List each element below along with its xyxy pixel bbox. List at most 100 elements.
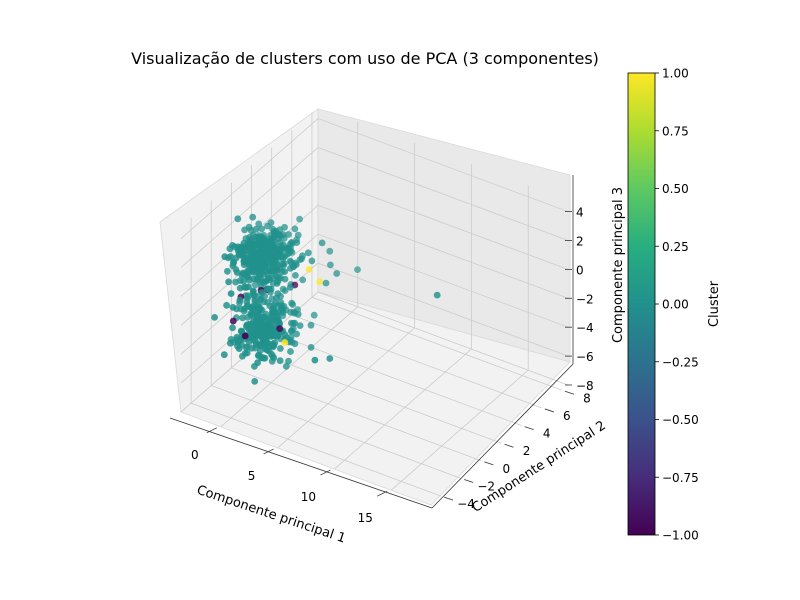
scatter-point (262, 255, 270, 263)
scatter-point (291, 319, 299, 327)
colorbar-ticks: −1.00 −0.75 −0.50 −0.25 0.00 0.25 0.50 0.75 1.00 (655, 67, 699, 543)
scatter-point (316, 278, 324, 286)
scatter-point (294, 310, 302, 318)
x-axis-label: Componente principal 1 (195, 483, 348, 547)
scatter-point (287, 264, 294, 272)
scatter-point (333, 270, 341, 277)
scatter-point (308, 257, 316, 265)
scatter-point (238, 328, 246, 335)
z-tick-label: −6 (576, 350, 594, 364)
scatter-point (299, 252, 306, 260)
x-axis-line (169, 417, 433, 509)
scatter-point (256, 259, 263, 267)
colorbar-tick-label: 0.50 (662, 182, 689, 196)
scatter-point (251, 378, 259, 385)
scatter-point (257, 305, 264, 313)
scatter-point (239, 314, 247, 322)
y-tick (484, 461, 494, 466)
scatter-point (246, 236, 254, 244)
scatter-point (254, 359, 261, 367)
scatter-point (238, 271, 246, 279)
y-tick (443, 496, 454, 501)
axis-lines (169, 175, 574, 509)
y-tick-label: 8 (583, 391, 591, 405)
scatter-point (252, 340, 260, 348)
colorbar-label: Cluster (707, 280, 722, 327)
colorbar-tick-label: −0.25 (662, 355, 699, 369)
scatter-point (326, 247, 334, 255)
scatter-point (281, 268, 289, 275)
scatter-point (276, 253, 283, 261)
scatter-point (275, 317, 283, 325)
scatter-point (288, 239, 295, 246)
grid-line (180, 118, 569, 239)
scatter-point (286, 257, 294, 265)
scatter-point (236, 277, 244, 284)
y-tick-label: 6 (563, 409, 571, 423)
scatter-point (293, 330, 300, 338)
scatter-point (293, 239, 301, 247)
y-tick-label: −4 (457, 497, 475, 511)
colorbar-tick-label: −0.75 (662, 471, 699, 485)
scatter-point (255, 320, 263, 328)
scatter-point (281, 339, 289, 346)
scatter-point (280, 262, 287, 269)
scatter-point (239, 243, 247, 251)
scatter-point (310, 311, 318, 319)
scatter-point (244, 343, 251, 351)
y-tick-label: 2 (523, 444, 531, 458)
chart-title: Visualização de clusters com uso de PCA … (131, 49, 599, 68)
scatter-point (249, 254, 256, 262)
scatter-point (287, 348, 294, 355)
scatter-point (322, 279, 330, 287)
scatter-point (274, 290, 282, 297)
scatter-point (274, 332, 282, 339)
scatter-point (285, 357, 292, 365)
scatter-point (288, 299, 296, 307)
scatter-point (258, 225, 266, 233)
scatter-point (255, 220, 263, 228)
scatter-point (229, 324, 236, 332)
scatter-point (247, 320, 255, 328)
scatter-point (267, 317, 275, 324)
scatter-point (245, 338, 253, 346)
scatter-point (304, 249, 312, 257)
scatter-point (249, 259, 257, 267)
grid-line (180, 291, 569, 413)
scatter-point (270, 308, 278, 316)
grid-line (180, 204, 569, 326)
scatter-point (268, 357, 276, 365)
x-tick (320, 469, 331, 476)
y-tick-label: 4 (543, 427, 551, 441)
scatter-point (299, 276, 307, 284)
scatter-point (235, 345, 243, 352)
scatter-point (269, 342, 276, 349)
z-tick-label: −4 (576, 321, 594, 335)
colorbar-tick-label: 0.75 (662, 124, 689, 138)
scatter-point (227, 253, 235, 261)
z-tick-label: 4 (576, 206, 584, 220)
scatter-point (258, 250, 266, 258)
scatter-point (291, 225, 299, 233)
scatter-point (237, 305, 245, 313)
scatter-point (318, 239, 326, 247)
scatter-point (249, 330, 257, 337)
scatter-point (231, 243, 239, 251)
scatter-point (234, 215, 242, 223)
scatter-point (291, 340, 299, 348)
scatter-point (277, 299, 285, 306)
y-axis-line (431, 363, 574, 509)
scatter-point (269, 274, 276, 282)
scatter-point (327, 261, 334, 269)
scatter-point (307, 344, 315, 351)
scatter-point (263, 285, 271, 293)
scatter-point (235, 248, 243, 256)
x-tick (377, 490, 388, 497)
scatter-point (282, 363, 290, 370)
grid-line (180, 147, 569, 268)
y-tick (464, 479, 474, 483)
scatter-points (211, 213, 441, 385)
scatter-point (227, 339, 234, 347)
scatter-point (354, 266, 361, 273)
